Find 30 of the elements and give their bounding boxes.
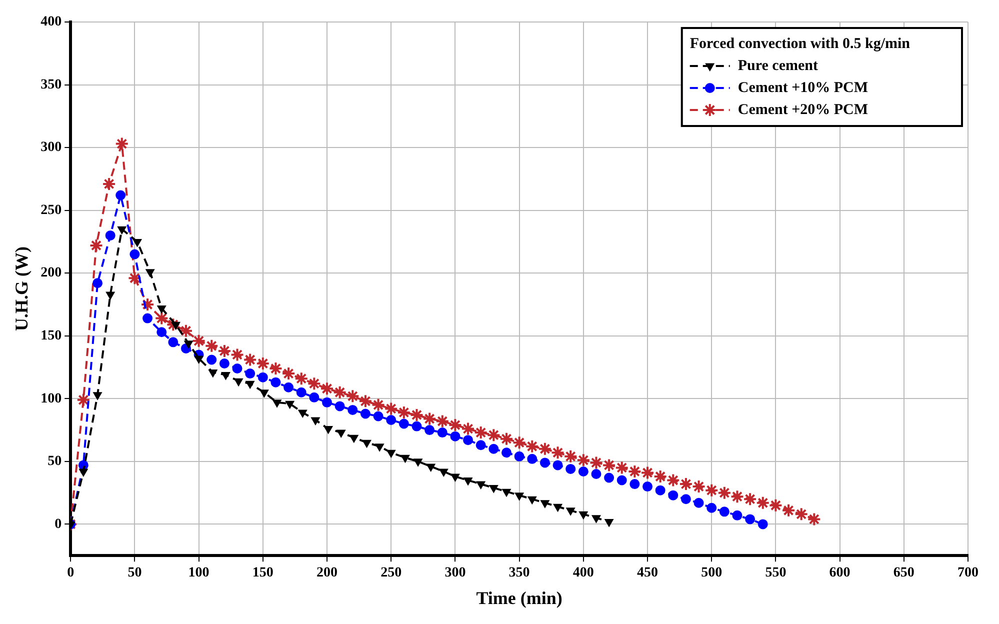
x-axis-title: Time (min)	[476, 588, 562, 608]
y-tick-label: 300	[40, 140, 62, 156]
legend-title: Forced convection with 0.5 kg/min	[690, 36, 911, 52]
x-tick-label: 500	[701, 566, 722, 581]
x-tick-label: 350	[508, 566, 530, 581]
y-tick-label: 250	[40, 202, 62, 218]
y-tick-label: 200	[40, 266, 62, 281]
y-tick-label: 350	[40, 77, 62, 92]
x-tick-label: 600	[829, 566, 850, 581]
y-tick-label: 100	[40, 391, 62, 406]
x-tick-label: 650	[893, 566, 914, 581]
x-tick-label: 450	[637, 566, 658, 581]
y-tick-label: 0	[54, 516, 62, 532]
x-tick-label: 0	[67, 566, 74, 581]
x-tick-label: 150	[252, 566, 274, 581]
x-tick-label: 400	[572, 566, 594, 581]
y-axis-title: U.H.G (W)	[11, 246, 32, 332]
x-tick-label: 300	[444, 566, 466, 581]
legend-label: Cement +10% PCM	[738, 80, 868, 96]
y-tick-label: 50	[48, 454, 62, 470]
legend-label: Pure cement	[738, 58, 818, 74]
x-tick-label: 200	[316, 566, 338, 581]
legend-label: Cement +20% PCM	[738, 102, 868, 118]
y-tick-label: 150	[40, 328, 62, 344]
x-tick-label: 700	[958, 566, 978, 581]
x-tick-label: 550	[765, 566, 786, 581]
y-tick-label: 400	[40, 14, 62, 30]
x-tick-label: 50	[128, 566, 142, 581]
x-tick-label: 250	[380, 566, 402, 581]
x-tick-label: 100	[188, 566, 210, 581]
